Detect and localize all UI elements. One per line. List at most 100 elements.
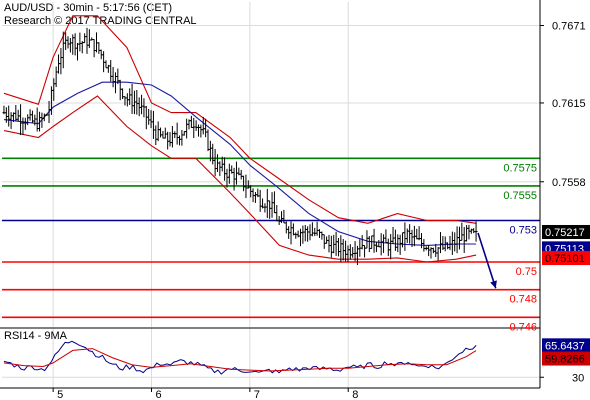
candle: [438, 232, 442, 254]
candle: [462, 226, 466, 253]
candle: [339, 235, 343, 263]
candle: [170, 126, 174, 148]
candle: [197, 124, 201, 137]
candle: [450, 231, 454, 255]
candle: [443, 236, 447, 252]
candle: [415, 228, 419, 240]
axis-labels: 0.7575 0.7555 0.753 0.75 0.748 0.746 RSI14 - 9…: [4, 21, 590, 400]
candle: [306, 226, 310, 242]
candle: [239, 169, 243, 180]
candle: [175, 122, 179, 145]
candle: [206, 129, 210, 152]
candle: [436, 247, 440, 261]
candle: [118, 79, 122, 101]
candle: [457, 226, 461, 250]
candle: [92, 39, 96, 58]
candle: [137, 97, 141, 117]
candle: [173, 131, 177, 139]
time-tick-label: 6: [155, 389, 161, 400]
candle: [242, 175, 246, 192]
candle: [168, 132, 172, 147]
candle: [420, 233, 424, 249]
level-label-resistance: 0.7575: [503, 162, 537, 174]
rsi-panel: [0, 327, 540, 375]
candle: [225, 168, 229, 188]
candle: [344, 240, 348, 262]
candle: [26, 114, 30, 126]
candle: [109, 59, 113, 82]
candle: [455, 226, 459, 254]
rsi-ma-line: [3, 348, 477, 372]
candle: [78, 32, 82, 52]
level-label-support: 0.75: [516, 266, 537, 278]
candle: [121, 88, 125, 100]
candle: [87, 29, 91, 49]
candle: [270, 192, 274, 218]
lower-band-box-background: [542, 251, 590, 266]
candle: [204, 118, 208, 138]
time-tick-label: 8: [352, 389, 358, 400]
candle: [199, 124, 203, 138]
candle: [391, 226, 395, 245]
last-price-box-background: [542, 224, 590, 239]
bollinger-upper-line: [3, 15, 477, 224]
candle: [213, 148, 217, 177]
candle: [64, 32, 68, 51]
candle: [94, 32, 98, 53]
candle: [322, 234, 326, 249]
time-tick-label: 7: [254, 389, 260, 400]
candle: [301, 225, 305, 244]
candle: [218, 161, 222, 177]
candle: [59, 47, 63, 75]
candle: [54, 66, 58, 88]
candle: [367, 236, 371, 253]
candle: [310, 222, 314, 237]
candle: [102, 51, 106, 73]
candle: [372, 228, 376, 253]
candle: [315, 221, 319, 236]
candle: [149, 110, 153, 129]
candle: [227, 163, 231, 184]
level-label-support: 0.746: [509, 321, 537, 333]
candle: [448, 235, 452, 251]
candle: [453, 232, 457, 252]
candle: [68, 38, 72, 53]
candle: [353, 241, 357, 262]
candle: [201, 116, 205, 135]
last-price-box-text: 0.75217: [545, 227, 585, 239]
rsi-ma-value-box: 59.8266: [542, 351, 590, 366]
rsi-tick-label: 30: [572, 372, 584, 384]
chart-title: AUD/USD - 30min - 5:17:56 (CET): [4, 2, 173, 14]
candle: [166, 131, 170, 150]
price-tick-label: 0.7558: [552, 177, 586, 189]
grid: [2, 2, 540, 388]
candle: [111, 66, 115, 88]
candle: [194, 120, 198, 131]
candle: [329, 235, 333, 258]
candle: [180, 129, 184, 146]
candle: [294, 232, 298, 239]
bollinger-lower-line: [3, 95, 477, 263]
level-label-support: 0.748: [509, 294, 537, 306]
level-label-resistance: 0.7555: [503, 190, 537, 202]
candle: [382, 234, 386, 253]
candle: [161, 130, 165, 139]
candle: [268, 200, 272, 219]
candle: [289, 221, 293, 245]
candle: [472, 228, 476, 234]
candle: [377, 240, 381, 248]
candle: [446, 242, 450, 250]
chart-subtitle: Research © 2017 TRADING CENTRAL: [4, 15, 197, 27]
candle: [467, 224, 471, 240]
candle: [85, 27, 89, 54]
candle: [19, 104, 23, 136]
candle: [348, 244, 352, 260]
candle: [263, 203, 267, 213]
rsi-value-box-background: [542, 338, 590, 353]
candle: [396, 234, 400, 253]
rsi-value-box-text: 65.6437: [545, 340, 585, 352]
candle: [363, 245, 367, 258]
candle: [189, 115, 193, 128]
candle: [142, 98, 146, 118]
